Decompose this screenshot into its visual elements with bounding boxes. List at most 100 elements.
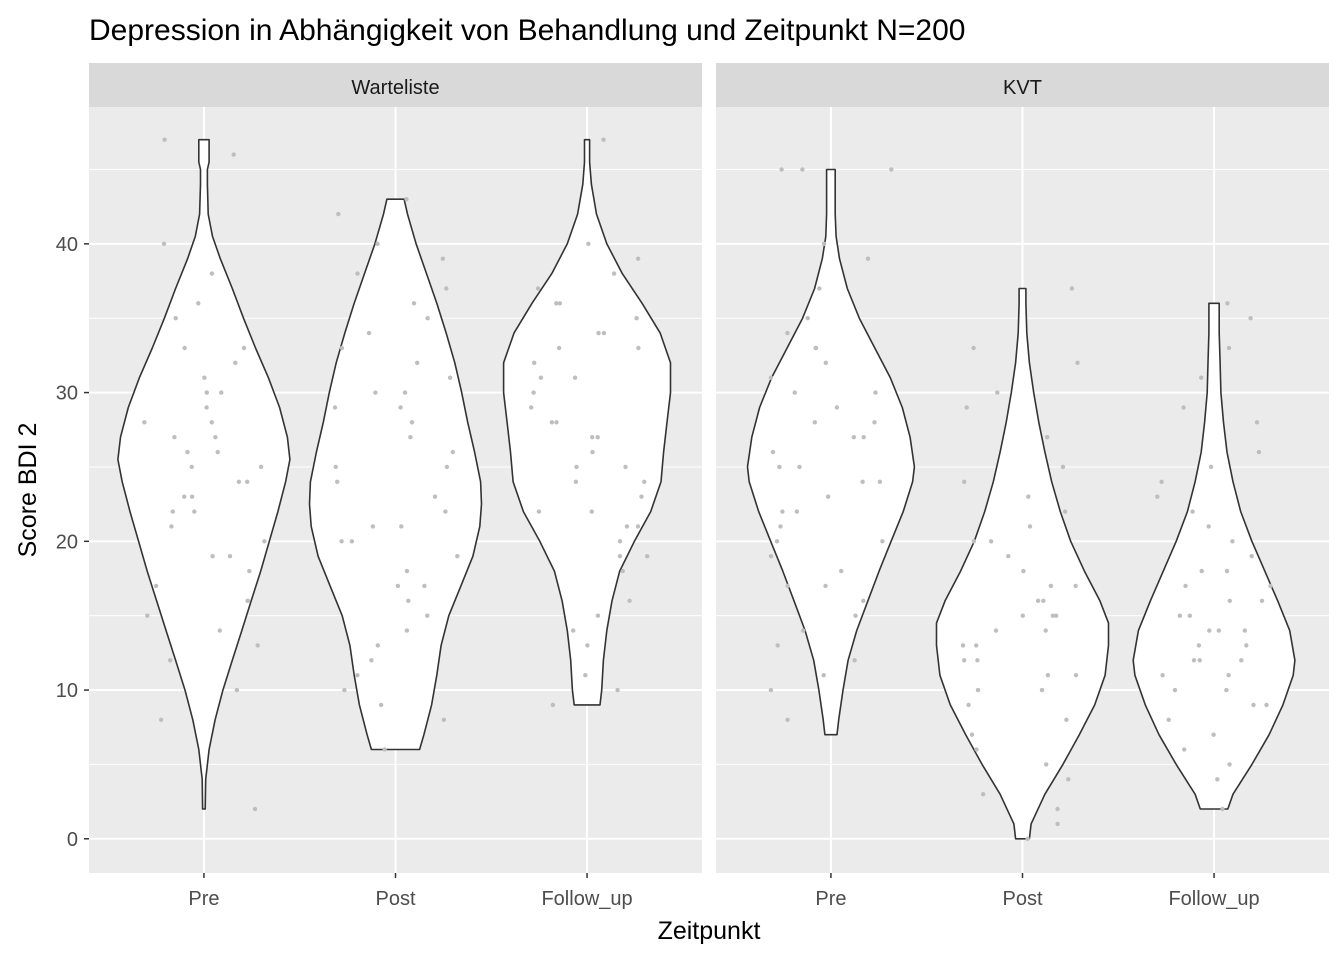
data-point	[873, 390, 878, 395]
data-point	[865, 256, 871, 261]
data-point	[778, 524, 783, 529]
data-point	[1191, 658, 1197, 663]
data-point	[142, 420, 147, 425]
data-point	[1069, 286, 1075, 291]
data-point	[161, 241, 167, 246]
data-point	[1220, 806, 1225, 812]
data-point	[777, 464, 782, 470]
data-point	[1181, 405, 1186, 410]
y-axis: 0 10 20 30 40	[56, 234, 89, 851]
data-point	[823, 583, 828, 589]
x-tick-label: Post	[1002, 888, 1042, 910]
y-tick-label: 0	[67, 829, 78, 851]
data-point	[964, 405, 969, 410]
data-point	[1226, 673, 1231, 678]
data-point	[794, 509, 800, 514]
data-point	[549, 420, 555, 425]
data-point	[172, 435, 177, 440]
violin-pre	[746, 168, 916, 736]
data-point	[770, 449, 776, 455]
data-point	[573, 479, 579, 484]
x-axis: Pre Post Follow_up Pre Post Follow_up	[188, 873, 1260, 910]
data-point	[1045, 673, 1051, 678]
data-point	[574, 464, 579, 470]
data-point	[825, 494, 831, 499]
data-point	[1251, 702, 1256, 708]
data-point	[877, 479, 883, 484]
data-point	[617, 539, 623, 544]
data-point	[415, 360, 420, 365]
data-point	[432, 494, 438, 499]
y-tick-label: 30	[56, 383, 78, 405]
data-point	[189, 464, 194, 470]
data-point	[853, 613, 858, 618]
data-point	[1055, 821, 1060, 827]
data-point	[601, 330, 607, 336]
data-point	[375, 241, 380, 246]
facet-strip	[89, 63, 702, 107]
data-point	[974, 747, 979, 752]
data-point	[262, 539, 267, 544]
data-point	[1227, 762, 1232, 767]
data-point	[980, 792, 986, 797]
data-point	[1199, 568, 1204, 574]
data-point	[406, 598, 411, 603]
data-point	[1224, 687, 1229, 693]
data-point	[962, 658, 967, 663]
x-tick-label: Follow_up	[541, 888, 632, 910]
data-point	[1172, 687, 1178, 693]
data-point	[538, 375, 544, 380]
data-point	[768, 687, 774, 693]
data-point	[1244, 643, 1249, 648]
data-point	[332, 405, 338, 410]
data-point	[639, 494, 644, 499]
data-point	[234, 687, 240, 693]
data-point	[583, 673, 588, 678]
data-point	[425, 613, 430, 618]
data-point	[813, 345, 819, 351]
data-point	[995, 390, 1000, 395]
data-point	[1224, 568, 1230, 574]
data-point	[182, 494, 187, 499]
data-point	[1215, 777, 1220, 782]
data-point	[399, 524, 404, 529]
data-point	[1159, 479, 1164, 484]
data-point	[1197, 658, 1202, 663]
data-point	[366, 330, 372, 336]
data-point	[966, 702, 971, 708]
data-point	[861, 435, 866, 440]
data-point	[233, 360, 238, 365]
data-point	[1211, 732, 1216, 737]
data-point	[443, 509, 448, 514]
data-point	[231, 152, 236, 157]
violin-pre	[117, 138, 291, 810]
data-point	[1187, 613, 1193, 618]
data-point	[409, 420, 415, 425]
data-point	[422, 583, 427, 589]
data-point	[1183, 583, 1188, 589]
data-point	[444, 286, 449, 291]
data-point	[382, 747, 387, 752]
data-point	[800, 167, 805, 172]
data-point	[255, 643, 260, 648]
x-tick-label: Follow_up	[1168, 888, 1259, 910]
data-point	[1160, 673, 1165, 678]
data-point	[215, 449, 220, 455]
data-point	[395, 583, 401, 589]
data-point	[768, 554, 774, 559]
data-point	[1066, 777, 1071, 782]
data-point	[1055, 806, 1060, 812]
data-point	[571, 628, 576, 633]
data-point	[404, 568, 410, 574]
data-point	[213, 435, 218, 440]
data-point	[1073, 673, 1079, 678]
data-point	[447, 375, 453, 380]
data-point	[556, 345, 562, 351]
data-point	[169, 524, 174, 529]
data-point	[817, 286, 822, 291]
data-point	[1199, 375, 1204, 380]
data-point	[192, 509, 197, 514]
x-tick-label: Post	[375, 888, 415, 910]
data-point	[590, 435, 595, 440]
